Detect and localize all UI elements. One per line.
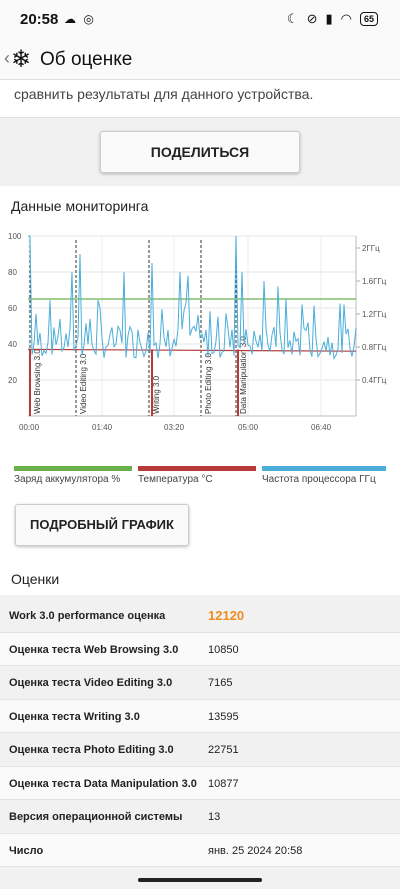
legend-cpu: Частота процессора ГГц [262,466,386,485]
row-value: 22751 [208,744,239,756]
y-tick-label: 80 [8,268,17,277]
row-label: Оценка теста Web Browsing 3.0 [9,643,179,656]
x-tick-label: 00:00 [19,423,40,432]
phase-marker-label: Data Manipulation 3.0 [239,336,248,414]
x-tick-label: 03:20 [164,423,185,432]
table-row: Оценка теста Data Manipulation 3.0 10877 [0,766,400,800]
nav-bar [0,869,400,889]
table-row: Версия операционной системы 13 [0,800,400,834]
row-value: 13595 [208,710,239,723]
page-title: Об оценке [40,49,133,70]
cpu-frequency-line [28,235,357,360]
row-label: Оценка теста Writing 3.0 [9,710,140,723]
phase-marker-label: Web Browsing 3.0 [33,349,42,414]
monitoring-card: Данные мониторинга 20 40 60 80 100 0.4ГГц 0.8Г… [0,186,400,595]
row-label: Число [9,844,44,857]
row-label: Оценка теста Video Editing 3.0 [9,677,173,689]
temperature-line [27,348,357,352]
table-row: Оценка теста Video Editing 3.0 7165 [0,666,400,700]
table-row: Число янв. 25 2024 20:58 [0,833,400,867]
monitoring-title: Данные мониторинга [11,198,149,214]
legend-temperature-swatch [138,466,256,471]
scores-table: Work 3.0 performance оценка 12120 Оценка… [0,599,400,867]
snowflake-icon: ❄ [11,46,32,73]
x-tick-label: 01:40 [92,423,113,432]
table-row: Work 3.0 performance оценка 12120 [0,599,400,633]
info-card: сравнить результаты для данного устройст… [0,80,400,118]
phase-marker-label: Writing 3.0 [152,375,161,414]
row-label: Оценка теста Photo Editing 3.0 [9,744,174,756]
row-value: 13 [208,811,221,823]
status-time: 20:58 [20,11,59,28]
legend-cpu-swatch [262,466,386,471]
back-icon[interactable]: ‹ [4,48,10,68]
status-bar: 20:58 ☁ ◎ ☾ ⊘ ▮ ◠ 65 [0,0,400,40]
battery-icon: 65 [359,12,378,26]
monitoring-chart: 20 40 60 80 100 0.4ГГц 0.8ГГц 1.2ГГц 1.6ГГц 2ГГц 0… [8,232,387,432]
row-value: 12120 [208,608,245,623]
row-value: 10877 [208,777,239,790]
y2-tick-label: 1.2ГГц [362,310,387,319]
signal-icon: ▮ [325,11,333,26]
home-handle[interactable] [138,878,262,882]
table-row: Оценка теста Writing 3.0 13595 [0,699,400,733]
row-value: янв. 25 2024 20:58 [208,844,303,857]
table-row: Оценка теста Photo Editing 3.0 22751 [0,733,400,767]
legend-battery: Заряд аккумулятора % [14,466,132,485]
cloud-icon: ☁ [64,12,76,26]
y-tick-label: 40 [8,340,17,349]
lens-icon: ◎ [83,12,94,26]
x-tick-label: 05:00 [238,423,259,432]
y-tick-label: 20 [8,376,17,385]
moon-icon: ☾ [286,11,299,26]
y2-tick-label: 2ГГц [362,244,380,253]
y-tick-label: 60 [8,304,17,313]
legend-battery-label: Заряд аккумулятора % [14,474,121,485]
row-value: 7165 [208,677,233,689]
share-button[interactable]: ПОДЕЛИТЬСЯ [100,131,300,173]
row-label: Версия операционной системы [9,811,183,823]
y2-tick-label: 1.6ГГц [362,277,387,286]
y-tick-label: 100 [8,232,22,241]
wifi-icon: ◠ [340,11,352,26]
y2-tick-label: 0.8ГГц [362,343,387,352]
y2-tick-label: 0.4ГГц [362,376,387,385]
app-bar: ‹ ❄ Об оценке [0,40,400,80]
row-label: Work 3.0 performance оценка [9,610,166,622]
legend-battery-swatch [14,466,132,471]
detailed-chart-button[interactable]: ПОДРОБНЫЙ ГРАФИК [15,504,189,546]
scores-title: Оценки [11,571,60,587]
row-label: Оценка теста Data Manipulation 3.0 [9,777,197,790]
phase-marker-label: Photo Editing 3.0 [204,353,213,414]
row-value: 10850 [208,643,239,656]
phase-marker-label: Video Editing 3.0 [79,353,88,414]
table-row: Оценка теста Web Browsing 3.0 10850 [0,632,400,666]
chart-legend: Заряд аккумулятора % Температура °C Част… [14,466,388,486]
x-tick-label: 06:40 [311,423,332,432]
legend-temperature: Температура °C [138,466,256,485]
legend-cpu-label: Частота процессора ГГц [262,474,376,485]
info-text: сравнить результаты для данного устройст… [14,86,314,102]
vibrate-off-icon: ⊘ [306,11,318,26]
legend-temperature-label: Температура °C [138,474,213,485]
